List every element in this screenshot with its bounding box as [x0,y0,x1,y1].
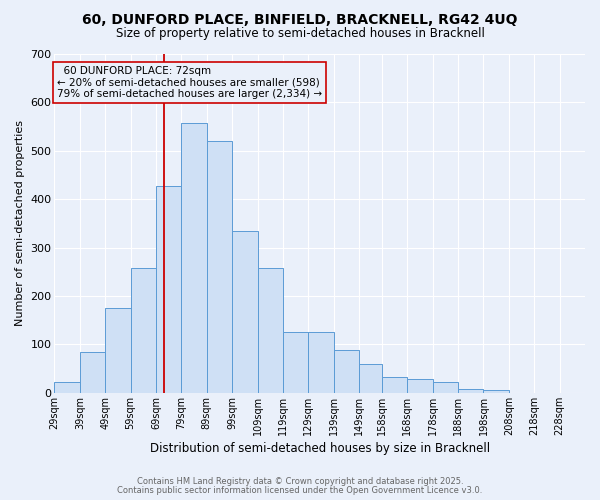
Text: Contains public sector information licensed under the Open Government Licence v3: Contains public sector information licen… [118,486,482,495]
Bar [156,186,181,393]
Bar [181,122,207,393]
Bar [334,350,359,393]
Bar [55,382,80,393]
Bar [257,268,283,393]
Bar [382,377,407,393]
Text: 60, DUNFORD PLACE, BINFIELD, BRACKNELL, RG42 4UQ: 60, DUNFORD PLACE, BINFIELD, BRACKNELL, … [82,12,518,26]
Text: 60 DUNFORD PLACE: 72sqm
← 20% of semi-detached houses are smaller (598)
79% of s: 60 DUNFORD PLACE: 72sqm ← 20% of semi-de… [57,66,322,100]
Bar [232,230,257,393]
Bar [105,308,131,393]
Bar [131,268,156,393]
Bar [407,380,433,393]
Bar [458,389,484,393]
Bar [80,352,105,393]
Bar [359,364,382,393]
Bar [433,382,458,393]
Text: Size of property relative to semi-detached houses in Bracknell: Size of property relative to semi-detach… [116,28,484,40]
Text: Contains HM Land Registry data © Crown copyright and database right 2025.: Contains HM Land Registry data © Crown c… [137,477,463,486]
Bar [283,332,308,393]
Bar [484,390,509,393]
X-axis label: Distribution of semi-detached houses by size in Bracknell: Distribution of semi-detached houses by … [149,442,490,455]
Bar [207,141,232,393]
Y-axis label: Number of semi-detached properties: Number of semi-detached properties [15,120,25,326]
Bar [308,332,334,393]
